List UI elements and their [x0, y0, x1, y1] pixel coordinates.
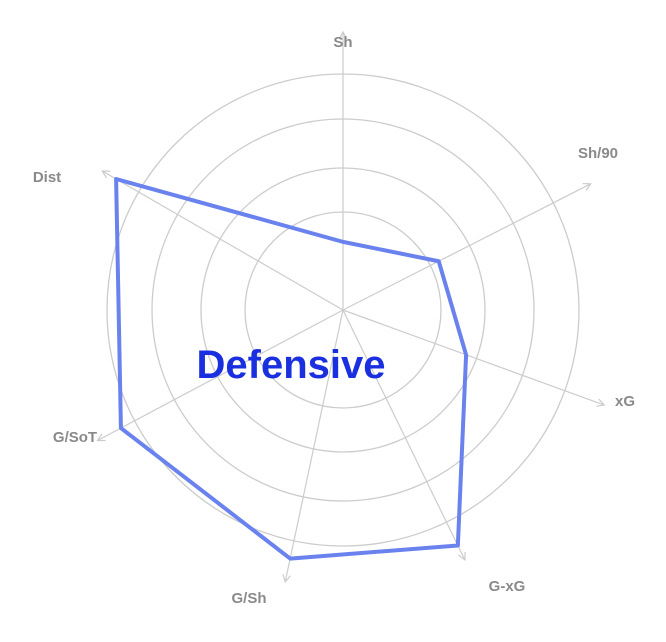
axis-label-5: G/SoT [53, 429, 97, 446]
data-point-1 [437, 260, 440, 263]
axis-label-6: Dist [33, 169, 61, 186]
axis-label-1: Sh/90 [578, 145, 618, 162]
axis-label-2: xG [615, 393, 635, 410]
axis-label-0: Sh [333, 34, 352, 51]
axis-lines [98, 32, 605, 582]
axis-line-6 [102, 171, 343, 310]
axis-label-4: G/Sh [231, 590, 266, 607]
data-point-5 [119, 427, 122, 430]
data-point-6 [115, 178, 118, 181]
data-point-2 [465, 353, 468, 356]
data-point-4 [289, 557, 292, 560]
data-point-3 [456, 544, 459, 547]
center-label: Defensive [197, 343, 386, 387]
data-point-0 [342, 240, 345, 243]
axis-labels: Sh Sh/90 xG G-xG G/Sh G/SoT Dist [33, 34, 635, 607]
axis-line-1 [343, 184, 591, 310]
axis-label-3: G-xG [489, 578, 526, 595]
